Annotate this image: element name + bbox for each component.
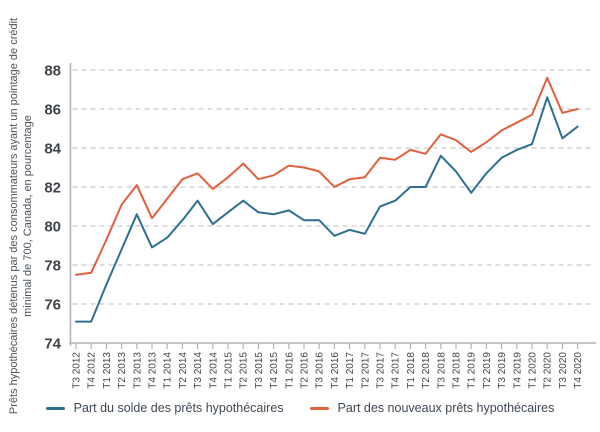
x-tick-label: T3 2020 [558,352,569,389]
legend-swatch-nouveaux [309,406,329,410]
x-tick-label: T2 2014 [178,352,189,389]
x-tick-label: T1 2017 [345,352,356,389]
x-tick-label: T2 2018 [421,352,432,389]
x-tick-label: T3 2019 [497,352,508,389]
x-tick-label: T4 2016 [330,352,341,389]
y-axis-title-line1: Prêts hypothécaires détenus par des cons… [8,17,20,415]
x-tick-label: T1 2019 [467,352,478,389]
legend-label-solde: Part du solde des prêts hypothécaires [73,401,284,415]
x-tick-label: T4 2017 [391,352,402,389]
x-tick-label: T3 2018 [436,352,447,389]
x-tick-label: T2 2017 [360,352,371,389]
y-tick-label: 74 [44,336,61,353]
legend-label-nouveaux: Part des nouveaux prêts hypothécaires [337,401,555,415]
y-tick-label: 86 [44,102,61,119]
x-tick-label: T2 2019 [482,352,493,389]
series-line-0 [75,96,579,323]
legend-item-solde: Part du solde des prêts hypothécaires [45,401,284,415]
y-tick-label: 78 [44,258,61,275]
x-tick-label: T3 2012 [72,352,83,389]
y-tick-label: 82 [44,180,61,197]
x-tick-label: T3 2013 [132,352,143,389]
x-tick-label: T4 2019 [512,352,523,389]
y-tick-label: 88 [44,63,61,80]
y-tick-label: 76 [44,297,61,314]
x-tick-label: T4 2020 [573,352,584,389]
x-tick-label: T4 2012 [87,352,98,389]
x-tick-label: T1 2014 [163,352,174,389]
x-tick-label: T4 2018 [452,352,463,389]
x-tick-label: T3 2015 [254,352,265,389]
x-tick-label: T2 2020 [543,352,554,389]
y-tick-label: 84 [44,141,61,158]
y-axis-title: Prêts hypothécaires détenus par des cons… [7,0,37,432]
x-tick-label: T2 2015 [239,352,250,389]
legend: Part du solde des prêts hypothécaires Pa… [0,401,600,415]
x-tick-label: T1 2013 [102,352,113,389]
x-tick-label: T4 2013 [148,352,159,389]
legend-item-nouveaux: Part des nouveaux prêts hypothécaires [309,401,555,415]
y-axis-title-line2: minimal de 700, Canada, en pourcentage [22,115,34,317]
x-tick-label: T4 2014 [208,352,219,389]
x-tick-label: T3 2014 [193,352,204,389]
x-tick-label: T1 2020 [528,352,539,389]
x-tick-label: T2 2013 [117,352,128,389]
x-tick-label: T1 2015 [224,352,235,389]
y-tick-label: 80 [44,219,61,236]
x-tick-label: T1 2016 [284,352,295,389]
x-tick-label: T3 2017 [376,352,387,389]
series-line-1 [75,76,579,276]
x-tick-label: T3 2016 [315,352,326,389]
x-tick-label: T4 2015 [269,352,280,389]
x-tick-label: T2 2016 [300,352,311,389]
x-tick-label: T1 2018 [406,352,417,389]
legend-swatch-solde [45,406,65,410]
